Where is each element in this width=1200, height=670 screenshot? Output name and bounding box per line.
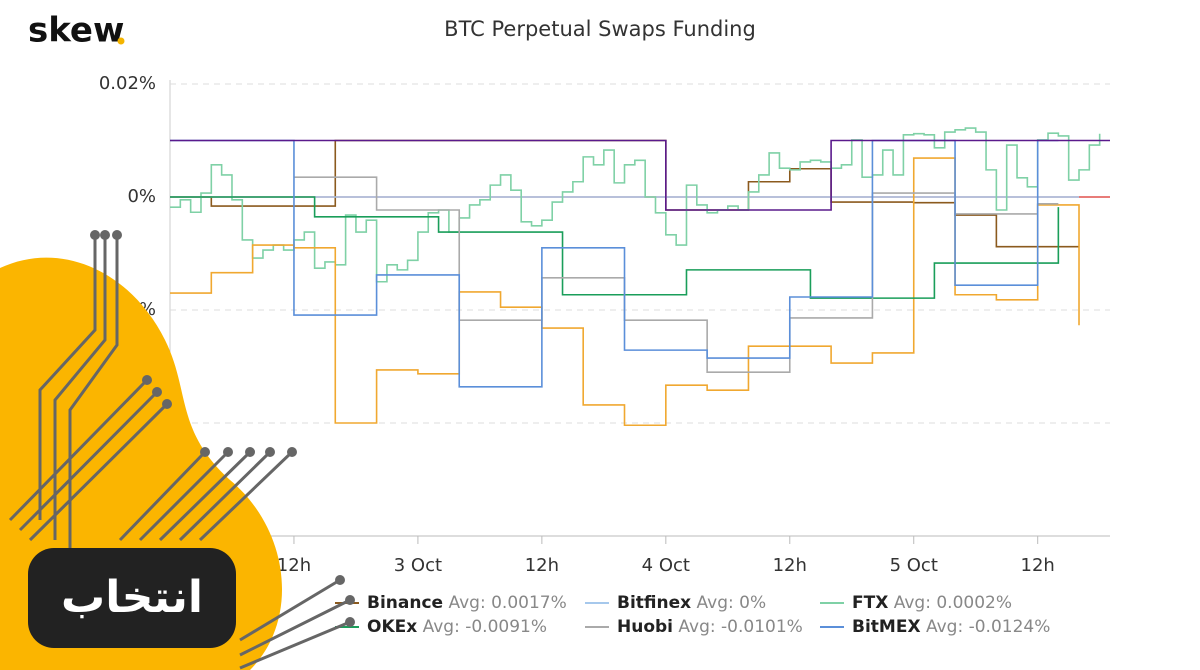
legend-avg: Avg: 0.0002% [894, 593, 1012, 613]
y-tick-label: 0% [127, 186, 156, 207]
legend-entry: Bitfinex Avg: 0% [617, 593, 766, 613]
x-tick-label: 12h [1021, 555, 1055, 576]
brand-dot [117, 37, 125, 45]
legend-avg: Avg: -0.0101% [678, 617, 802, 637]
series-line [170, 196, 1060, 299]
legend-name: OKEx [367, 617, 417, 637]
x-tick-label: 12h [277, 555, 311, 576]
x-tick-label: 4 Oct [642, 555, 690, 576]
series-line [170, 127, 1101, 283]
legend-entry: Huobi Avg: -0.0101% [617, 617, 803, 637]
legend-name: Bitfinex [617, 593, 691, 613]
watermark: انتخاب [0, 230, 355, 670]
series-line [170, 139, 1059, 388]
chart-title: BTC Perpetual Swaps Funding [444, 17, 756, 41]
watermark-text: انتخاب [61, 572, 203, 623]
legend-name: Binance [367, 593, 443, 613]
legend-avg: Avg: 0.0017% [448, 593, 566, 613]
legend-avg: Avg: -0.0124% [926, 617, 1050, 637]
watermark-dots [90, 230, 355, 627]
series-line [170, 139, 1110, 211]
x-tick-label: 3 Oct [394, 555, 442, 576]
legend-entry: BitMEX Avg: -0.0124% [852, 617, 1050, 637]
y-tick-label: 0.02% [99, 73, 156, 94]
legend-name: BitMEX [852, 617, 921, 637]
legend-name: FTX [852, 593, 888, 613]
watermark-circuit [8, 235, 351, 670]
legend-entry: FTX Avg: 0.0002% [852, 593, 1012, 613]
legend-avg: Avg: 0% [697, 593, 767, 613]
legend-entry: Binance Avg: 0.0017% [367, 593, 567, 613]
x-tick-label: 5 Oct [890, 555, 938, 576]
x-tick-label: 12h [525, 555, 559, 576]
watermark-badge [28, 548, 236, 648]
legend-name: Huobi [617, 617, 673, 637]
brand-logo: skew [28, 11, 124, 51]
legend-avg: Avg: -0.0091% [423, 617, 547, 637]
x-tick-label: 12h [773, 555, 807, 576]
legend-entry: OKEx Avg: -0.0091% [367, 617, 547, 637]
